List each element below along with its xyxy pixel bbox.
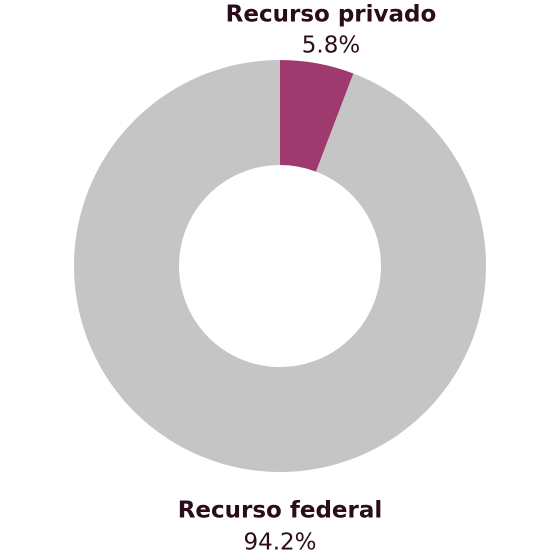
donut-slice [280, 60, 354, 172]
slice-label: Recurso privado [226, 2, 437, 28]
donut-slice [74, 60, 487, 472]
slice-label: Recurso federal [178, 498, 383, 524]
donut [74, 60, 487, 472]
slice-value-label: 5.8% [302, 33, 360, 59]
slice-value-label: 94.2% [243, 530, 316, 556]
